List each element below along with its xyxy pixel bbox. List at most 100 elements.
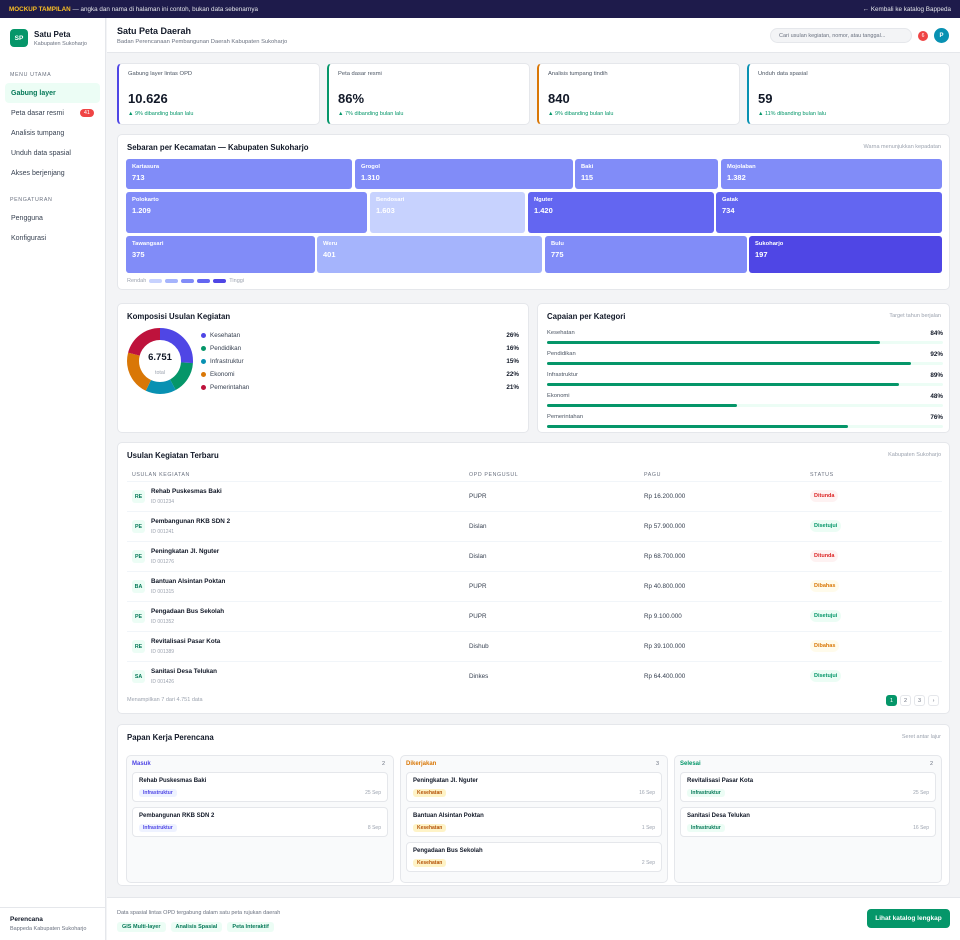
proposal-id: ID 001426 bbox=[151, 679, 175, 685]
table-row[interactable]: BA Bantuan Alsintan Poktan ID 001315 PUPR Rp… bbox=[127, 571, 942, 601]
district-tile-mojolaban[interactable]: Mojolaban 1.382 bbox=[721, 159, 942, 189]
proposal-budget: Rp 9.100.000 bbox=[644, 613, 682, 620]
district-tile-bulu[interactable]: Bulu 775 bbox=[545, 236, 747, 273]
page-button-2[interactable]: 2 bbox=[900, 695, 911, 706]
progress-label: Pemerintahan bbox=[547, 414, 584, 420]
sidebar-item-pengguna[interactable]: Pengguna bbox=[5, 208, 100, 228]
sidebar-item-akses-berjenjang[interactable]: Akses berjenjang bbox=[5, 163, 100, 183]
sidebar-item-konfigurasi[interactable]: Konfigurasi bbox=[5, 228, 100, 248]
district-value: 713 bbox=[132, 173, 145, 182]
column-header-usulan[interactable]: USULAN KEGIATAN bbox=[132, 472, 190, 478]
card-title: Komposisi Usulan Kegiatan bbox=[127, 312, 231, 321]
donut-slice-infrastruktur bbox=[127, 328, 193, 394]
status-badge: Dibahas bbox=[810, 640, 840, 652]
legend-dot bbox=[201, 346, 206, 351]
column-header-opd[interactable]: OPD PENGUSUL bbox=[469, 472, 519, 478]
composition-donut-chart bbox=[127, 328, 193, 394]
proposal-budget: Rp 68.700.000 bbox=[644, 553, 686, 560]
page-button-3[interactable]: 3 bbox=[914, 695, 925, 706]
proposal-name: Rehab Puskesmas Baki bbox=[151, 488, 222, 495]
kanban-card[interactable]: Rehab Puskesmas Baki Infrastruktur 25 Sep bbox=[132, 772, 388, 802]
footer-description: Data spasial lintas OPD tergabung dalam … bbox=[117, 910, 281, 916]
mockup-banner: MOCKUP TAMPILAN — angka dan nama di hala… bbox=[0, 0, 960, 18]
sidebar-item-gabung-layer[interactable]: Gabung layer bbox=[5, 83, 100, 103]
kanban-card[interactable]: Peningkatan Jl. Nguter Kesehatan 16 Sep bbox=[406, 772, 662, 802]
kanban-card-date: 8 Sep bbox=[367, 825, 381, 831]
district-tile-gatak[interactable]: Gatak 734 bbox=[716, 192, 942, 233]
brand[interactable]: SP Satu Peta Kabupaten Sukoharjo bbox=[0, 18, 105, 58]
composition-card: Komposisi Usulan Kegiatan 6.751 total Ke… bbox=[117, 303, 529, 433]
district-tile-kartasura[interactable]: Kartasura 713 bbox=[126, 159, 352, 189]
table-row[interactable]: PE Pengadaan Bus Sekolah ID 001352 PUPR Rp 9… bbox=[127, 601, 942, 631]
card-note: Seret antar lajur bbox=[901, 734, 941, 740]
column-title: Masuk bbox=[132, 761, 151, 767]
proposal-initials: PE bbox=[132, 610, 145, 623]
next-page-button[interactable]: › bbox=[928, 695, 939, 706]
kpi-label: Analisis tumpang tindih bbox=[548, 71, 608, 77]
kanban-card-title: Peningkatan Jl. Nguter bbox=[413, 778, 479, 784]
proposal-initials: PE bbox=[132, 520, 145, 533]
section-label-main: MENU UTAMA bbox=[10, 72, 52, 78]
table-row[interactable]: SA Sanitasi Desa Telukan ID 001426 Dinkes Rp… bbox=[127, 661, 942, 691]
search-input[interactable]: Cari usulan kegiatan, nomor, atau tangga… bbox=[770, 28, 912, 43]
district-value: 375 bbox=[132, 250, 145, 259]
district-tile-polokarto[interactable]: Polokarto 1.209 bbox=[126, 192, 367, 233]
kanban-card-date: 2 Sep bbox=[641, 860, 655, 866]
avatar[interactable]: P bbox=[934, 28, 949, 43]
kpi-delta: ▲ 9% dibanding bulan lalu bbox=[548, 111, 614, 117]
sidebar-item-peta-dasar[interactable]: Peta dasar resmi 41 bbox=[5, 103, 100, 123]
district-tile-grogol[interactable]: Grogol 1.310 bbox=[355, 159, 573, 189]
app-logo: SP bbox=[10, 29, 28, 47]
district-tile-weru[interactable]: Weru 401 bbox=[317, 236, 542, 273]
sidebar: SP Satu Peta Kabupaten Sukoharjo MENU UT… bbox=[0, 18, 106, 940]
proposal-initials: RE bbox=[132, 490, 145, 503]
table-row[interactable]: RE Rehab Puskesmas Baki ID 001234 PUPR Rp 16… bbox=[127, 481, 942, 511]
table-row[interactable]: RE Revitalisasi Pasar Kota ID 001389 Dishub… bbox=[127, 631, 942, 661]
kanban-card[interactable]: Sanitasi Desa Telukan Infrastruktur 16 Sep bbox=[680, 807, 936, 837]
progress-track bbox=[547, 362, 943, 365]
sidebar-item-analisis-tumpang[interactable]: Analisis tumpang bbox=[5, 123, 100, 143]
page-title: Satu Peta Daerah bbox=[117, 26, 192, 36]
district-tile-nguter[interactable]: Nguter 1.420 bbox=[528, 192, 714, 233]
proposal-budget: Rp 57.900.000 bbox=[644, 523, 686, 530]
column-header-pagu[interactable]: PAGU bbox=[644, 472, 662, 478]
kanban-card[interactable]: Bantuan Alsintan Poktan Kesehatan 1 Sep bbox=[406, 807, 662, 837]
top-bar: Satu Peta Daerah Badan Perencanaan Pemba… bbox=[107, 18, 960, 53]
page-button-1[interactable]: 1 bbox=[886, 695, 897, 706]
kpi-value: 86% bbox=[338, 91, 365, 106]
progress-track bbox=[547, 404, 943, 407]
feature-tag: GIS Multi-layer bbox=[117, 922, 166, 932]
donut-total: 6.751 bbox=[148, 352, 172, 363]
proposal-id: ID 001276 bbox=[151, 559, 175, 565]
kanban-card[interactable]: Pengadaan Bus Sekolah Kesehatan 2 Sep bbox=[406, 842, 662, 872]
legend-high-label: Tinggi bbox=[229, 278, 245, 284]
kanban-card[interactable]: Revitalisasi Pasar Kota Infrastruktur 25 S… bbox=[680, 772, 936, 802]
district-tile-bendosari[interactable]: Bendosari 1.603 bbox=[370, 192, 525, 233]
district-value: 1.382 bbox=[727, 173, 746, 182]
sidebar-item-label: Pengguna bbox=[11, 214, 43, 222]
table-row[interactable]: PE Pembangunan RKB SDN 2 ID 001241 Dislan Rp… bbox=[127, 511, 942, 541]
kanban-card-date: 16 Sep bbox=[639, 790, 655, 796]
district-name: Grogol bbox=[361, 164, 380, 170]
table-row[interactable]: PE Peningkatan Jl. Nguter ID 001276 Dislan R… bbox=[127, 541, 942, 571]
progress-label: Pendidikan bbox=[547, 351, 576, 357]
legend-percent: 26% bbox=[506, 332, 519, 339]
district-name: Kartasura bbox=[132, 164, 160, 170]
district-tile-sukoharjo[interactable]: Sukoharjo 197 bbox=[749, 236, 942, 273]
column-header-status[interactable]: STATUS bbox=[810, 472, 834, 478]
view-catalog-button[interactable]: Lihat katalog lengkap bbox=[867, 909, 950, 928]
proposal-id: ID 001315 bbox=[151, 589, 175, 595]
sidebar-item-unduh-data[interactable]: Unduh data spasial bbox=[5, 143, 100, 163]
feature-tag: Peta Interaktif bbox=[227, 922, 274, 932]
kanban-card-title: Bantuan Alsintan Poktan bbox=[413, 813, 484, 819]
back-to-catalog-link[interactable]: ← Kembali ke katalog Bappeda bbox=[862, 5, 951, 13]
notification-badge[interactable]: 6 bbox=[918, 31, 928, 41]
district-tile-tawangsari[interactable]: Tawangsari 375 bbox=[126, 236, 315, 273]
user-role-panel: Perencana Bappeda Kabupaten Sukoharjo bbox=[0, 907, 105, 940]
proposal-initials: BA bbox=[132, 580, 145, 593]
district-tile-baki[interactable]: Baki 115 bbox=[575, 159, 718, 189]
legend-percent: 16% bbox=[506, 345, 519, 352]
legend-dot bbox=[201, 385, 206, 390]
district-treemap-card: Sebaran per Kecamatan — Kabupaten Sukoha… bbox=[117, 134, 950, 290]
kanban-card[interactable]: Pembangunan RKB SDN 2 Infrastruktur 8 Sep bbox=[132, 807, 388, 837]
